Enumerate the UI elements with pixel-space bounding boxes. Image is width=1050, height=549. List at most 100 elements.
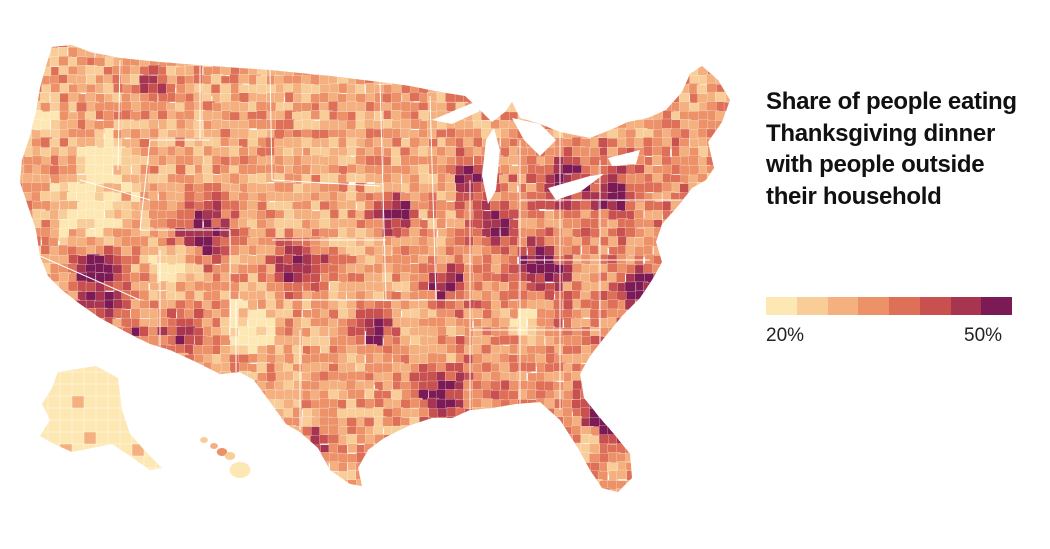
county-cell	[140, 398, 154, 410]
county-cell	[256, 47, 269, 59]
county-cell	[725, 91, 730, 104]
county-cell	[283, 45, 294, 52]
county-cell	[419, 245, 430, 255]
county-cell	[175, 155, 186, 167]
county-cell	[338, 390, 348, 401]
county-cell	[715, 480, 728, 492]
county-cell	[76, 461, 88, 472]
county-cell	[120, 74, 131, 85]
alaska-cell	[83, 407, 98, 422]
county-cell	[607, 263, 619, 273]
alaska-cell	[71, 407, 86, 422]
county-cell	[274, 426, 286, 437]
county-cell	[652, 317, 665, 330]
county-cell	[688, 470, 701, 482]
county-cell	[671, 479, 682, 490]
county-cell	[535, 273, 546, 284]
county-cell	[130, 363, 142, 377]
county-cell	[248, 390, 259, 404]
alaska-cell	[71, 455, 86, 470]
county-cell	[482, 435, 495, 447]
county-cell	[697, 470, 711, 483]
county-cell	[130, 47, 141, 60]
county-cell	[473, 489, 483, 492]
county-cell	[68, 461, 80, 472]
county-cell	[527, 489, 540, 492]
county-cell	[589, 102, 602, 115]
county-cell	[158, 47, 172, 61]
county-cell	[445, 317, 458, 327]
county-cell	[436, 425, 447, 437]
county-cell	[724, 84, 730, 94]
county-cell	[122, 462, 132, 474]
county-cell	[327, 434, 341, 444]
county-cell	[608, 46, 621, 60]
county-cell	[635, 318, 647, 331]
county-cell	[23, 282, 34, 295]
county-cell	[598, 57, 611, 69]
county-cell	[419, 173, 430, 184]
county-cell	[22, 246, 35, 259]
county-cell	[103, 489, 116, 492]
county-cell	[643, 345, 653, 356]
county-cell	[175, 470, 189, 484]
county-cell	[283, 443, 294, 454]
county-cell	[670, 362, 682, 374]
county-cell	[429, 498, 441, 511]
county-cell	[49, 353, 61, 364]
county-cell	[356, 498, 366, 511]
alaska-cell	[83, 419, 98, 434]
county-cell	[213, 498, 222, 508]
county-cell	[238, 45, 252, 51]
county-cell	[724, 200, 730, 211]
county-cell	[689, 309, 701, 322]
county-cell	[257, 453, 268, 464]
county-cell	[76, 164, 87, 175]
alaska-cell	[119, 395, 134, 410]
county-cell	[715, 255, 728, 269]
alaska-cell	[155, 431, 162, 446]
county-cell	[374, 48, 386, 59]
county-cell	[77, 353, 88, 364]
county-cell	[554, 235, 565, 247]
county-cell	[247, 281, 258, 293]
county-cell	[527, 471, 540, 484]
county-cell	[265, 47, 277, 60]
county-cell	[347, 469, 357, 481]
county-cell	[445, 65, 456, 78]
county-cell	[725, 272, 730, 282]
county-cell	[446, 416, 460, 429]
county-cell	[167, 416, 180, 430]
county-cell	[670, 452, 683, 466]
county-cell	[716, 461, 730, 472]
hawaii-island	[200, 437, 208, 443]
county-cell	[427, 434, 439, 446]
county-cell	[283, 498, 295, 508]
county-cell	[535, 406, 546, 420]
county-cell	[20, 255, 27, 268]
county-cell	[220, 146, 231, 157]
county-cell	[716, 345, 730, 357]
county-cell	[464, 83, 474, 95]
county-cell	[247, 489, 261, 492]
county-cell	[481, 75, 492, 88]
county-cell	[77, 45, 88, 49]
county-cell	[292, 453, 303, 466]
county-cell	[552, 426, 563, 436]
county-cell	[266, 479, 277, 492]
county-cell	[598, 399, 611, 413]
county-cell	[319, 461, 329, 475]
county-cell	[670, 461, 680, 474]
alaska-cell	[143, 419, 158, 434]
county-cell	[571, 136, 583, 147]
alaska-cell	[143, 383, 158, 398]
county-cell	[219, 128, 231, 139]
county-cell	[661, 92, 673, 104]
county-cell	[679, 353, 689, 365]
county-cell	[724, 425, 730, 437]
county-cell	[211, 398, 224, 409]
county-cell	[518, 93, 529, 106]
county-cell	[310, 74, 321, 86]
alaska-cell	[95, 443, 110, 458]
county-cell	[464, 236, 474, 247]
